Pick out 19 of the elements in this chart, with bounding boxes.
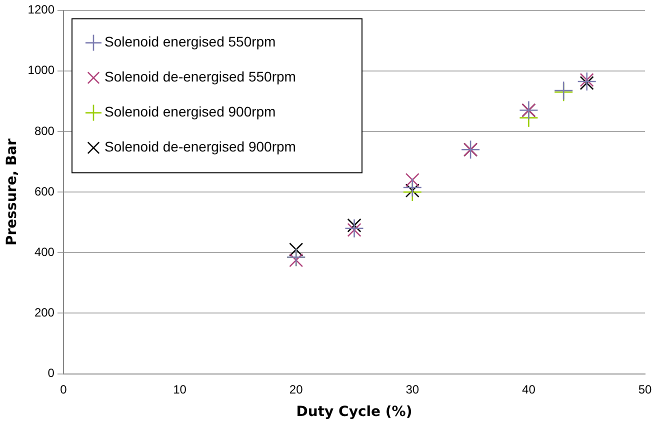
y-tick-label: 600 (34, 184, 55, 198)
legend-label: Solenoid de-energised 900rpm (104, 138, 296, 155)
y-tick-label: 200 (34, 306, 55, 320)
y-tick-label: 0 (48, 366, 55, 380)
legend-label: Solenoid energised 550rpm (104, 34, 276, 50)
legend-label: Solenoid de-energised 550rpm (104, 68, 296, 85)
x-axis-title: Duty Cycle (%) (296, 404, 412, 420)
y-tick-label: 800 (34, 124, 55, 138)
y-tick-label: 1000 (28, 63, 55, 78)
x-tick-label: 0 (60, 382, 68, 396)
x-tick-label: 10 (173, 382, 187, 396)
y-tick-label: 1200 (28, 2, 55, 17)
x-tick-label: 30 (406, 382, 420, 396)
y-tick-label: 400 (34, 244, 55, 259)
x-tick-label: 40 (522, 382, 536, 396)
legend-label: Solenoid energised 900rpm (104, 104, 276, 120)
x-tick-label: 20 (289, 382, 304, 396)
y-axis-title: Pressure, Bar (4, 138, 20, 246)
x-tick-label: 50 (638, 382, 652, 396)
